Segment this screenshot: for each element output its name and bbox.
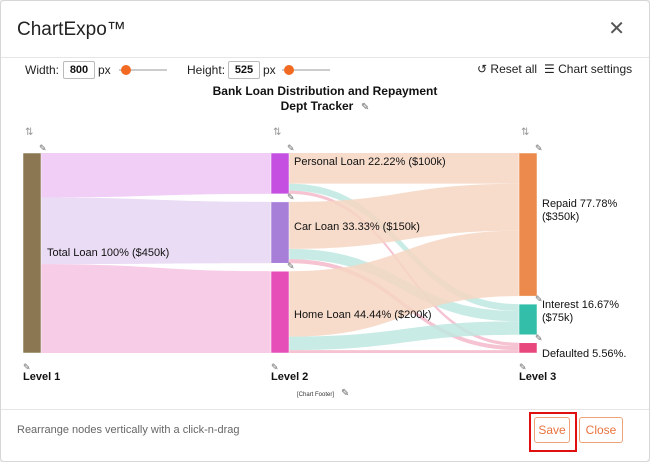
- sankey-link-home-repaid: [289, 230, 519, 337]
- dialog-title: ChartExpo™: [17, 19, 126, 40]
- settings-sliders-icon: ☰: [544, 62, 555, 76]
- chart-decorations: ✎ ✎ ✎ ✎ ✎ ✎ ✎ ⇅ ✎ ⇅ ✎ ⇅ ✎ ✎ ✎: [23, 102, 543, 399]
- edit-pencil-icon[interactable]: ✎: [341, 388, 349, 399]
- node-label-interest-line1: Interest 16.67%: [542, 299, 619, 311]
- sankey-chart: ✎ ✎ ✎ ✎ ✎ ✎ ✎ ⇅ ✎ ⇅ ✎ ⇅ ✎ ✎ ✎ Bank Loan Distribution a…: [22, 84, 626, 399]
- node-label-repaid-line2: ($350k): [542, 211, 579, 223]
- size-toolbar: Width: px Height: px ↺ Reset all ☰ Chart…: [1, 59, 649, 81]
- sankey-nodes: [22, 152, 538, 354]
- edit-pencil-icon[interactable]: ✎: [23, 362, 31, 372]
- save-button[interactable]: Save: [534, 417, 570, 443]
- height-unit: px: [263, 63, 276, 77]
- drag-hint: Rearrange nodes vertically with a click-…: [17, 424, 240, 436]
- node-label-interest-line2: ($75k): [542, 312, 573, 324]
- node-label-defaulted: Defaulted 5.56%.: [542, 348, 626, 360]
- level-label-3: Level 3: [519, 371, 556, 383]
- chart-title-line2: Dept Tracker: [281, 99, 354, 113]
- sankey-node-interest[interactable]: [518, 303, 538, 336]
- close-icon[interactable]: ✕: [608, 18, 625, 40]
- chart-area: ✎ ✎ ✎ ✎ ✎ ✎ ✎ ⇅ ✎ ⇅ ✎ ⇅ ✎ ✎ ✎ Bank Loan Distribution a…: [1, 83, 649, 405]
- edit-pencil-icon[interactable]: ✎: [519, 362, 527, 372]
- sankey-link-total-personal: [41, 153, 271, 198]
- edit-pencil-icon[interactable]: ✎: [361, 102, 369, 113]
- sankey-link-total-car: [41, 197, 271, 265]
- chart-settings-label: Chart settings: [558, 62, 633, 76]
- sankey-node-repaid[interactable]: [518, 152, 538, 297]
- height-label: Height:: [187, 63, 226, 77]
- edit-pencil-icon[interactable]: ✎: [535, 143, 543, 153]
- sankey-node-total[interactable]: [22, 152, 42, 354]
- reset-all-button[interactable]: ↺ Reset all: [477, 62, 537, 76]
- height-slider[interactable]: [282, 65, 330, 75]
- sort-arrows-icon[interactable]: ⇅: [273, 127, 281, 138]
- sankey-link-personal-interest: [289, 183, 519, 312]
- reset-icon: ↺: [477, 62, 488, 76]
- node-label-personal: Personal Loan 22.22% ($100k): [294, 156, 446, 168]
- height-input[interactable]: [228, 61, 260, 79]
- sankey-links: [41, 153, 519, 353]
- node-label-car: Car Loan 33.33% ($150k): [294, 221, 420, 233]
- dialog-footer: Rearrange nodes vertically with a click-…: [1, 409, 649, 462]
- edit-pencil-icon[interactable]: ✎: [535, 333, 543, 343]
- height-slider-knob[interactable]: [284, 65, 294, 75]
- width-label: Width:: [25, 63, 60, 77]
- sankey-node-defaulted[interactable]: [518, 342, 538, 354]
- sankey-link-total-home: [41, 264, 271, 353]
- sort-arrows-icon[interactable]: ⇅: [25, 127, 33, 138]
- chart-footer-text: [Chart Footer]: [297, 392, 334, 398]
- edit-pencil-icon[interactable]: ✎: [287, 192, 295, 202]
- sankey-node-home[interactable]: [270, 270, 290, 354]
- node-label-total: Total Loan 100% ($450k): [47, 247, 169, 259]
- width-slider-knob[interactable]: [121, 65, 131, 75]
- chart-title-line1: Bank Loan Distribution and Repayment: [213, 84, 438, 98]
- sankey-node-car[interactable]: [270, 201, 290, 264]
- level-label-1: Level 1: [23, 371, 60, 383]
- node-label-repaid-line1: Repaid 77.78%: [542, 198, 617, 210]
- sankey-node-personal[interactable]: [270, 152, 290, 195]
- chart-settings-button[interactable]: ☰ Chart settings: [544, 62, 632, 76]
- edit-pencil-icon[interactable]: ✎: [287, 143, 295, 153]
- reset-all-label: Reset all: [490, 62, 538, 76]
- sankey-link-home-interest: [289, 321, 519, 351]
- sankey-link-home-defaulted: [289, 350, 519, 353]
- sankey-link-car-repaid: [289, 183, 519, 249]
- width-input[interactable]: [63, 61, 95, 79]
- node-label-home: Home Loan 44.44% ($200k): [294, 309, 432, 321]
- edit-pencil-icon[interactable]: ✎: [287, 261, 295, 271]
- edit-pencil-icon[interactable]: ✎: [535, 294, 543, 304]
- width-slider[interactable]: [119, 65, 167, 75]
- dialog-header: ChartExpo™ ✕: [1, 1, 649, 58]
- sort-arrows-icon[interactable]: ⇅: [521, 127, 529, 138]
- edit-pencil-icon[interactable]: ✎: [39, 143, 47, 153]
- close-button[interactable]: Close: [579, 417, 623, 443]
- level-label-2: Level 2: [271, 371, 308, 383]
- width-unit: px: [98, 63, 111, 77]
- save-highlight: [529, 412, 577, 452]
- edit-pencil-icon[interactable]: ✎: [271, 362, 279, 372]
- sankey-link-personal-repaid: [289, 153, 519, 184]
